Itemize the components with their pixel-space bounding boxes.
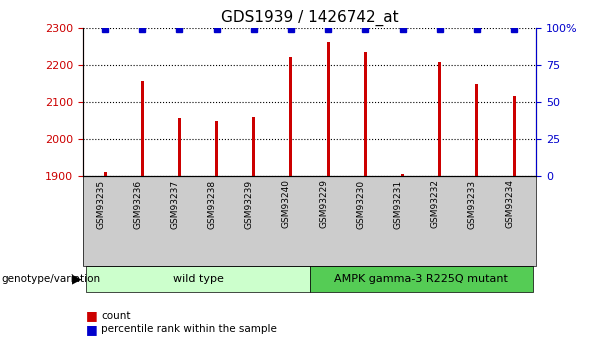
Text: GSM93237: GSM93237 <box>170 179 180 228</box>
Text: ■: ■ <box>86 309 97 322</box>
Title: GDS1939 / 1426742_at: GDS1939 / 1426742_at <box>221 10 398 26</box>
Text: GSM93231: GSM93231 <box>394 179 403 228</box>
Text: wild type: wild type <box>173 274 224 284</box>
Text: GSM93239: GSM93239 <box>245 179 254 228</box>
Bar <box>476 84 478 176</box>
Text: ▶: ▶ <box>72 272 82 285</box>
Text: GSM93234: GSM93234 <box>505 179 514 228</box>
Text: GSM93232: GSM93232 <box>431 179 440 228</box>
Bar <box>253 117 255 176</box>
Bar <box>178 118 181 176</box>
Text: GSM93236: GSM93236 <box>133 179 142 228</box>
Text: GSM93235: GSM93235 <box>96 179 105 228</box>
Bar <box>401 174 404 176</box>
Bar <box>438 62 441 176</box>
Text: percentile rank within the sample: percentile rank within the sample <box>101 325 277 334</box>
Bar <box>104 172 107 176</box>
Text: GSM93229: GSM93229 <box>319 179 328 228</box>
Bar <box>141 81 143 176</box>
Text: GSM93238: GSM93238 <box>208 179 216 228</box>
Bar <box>364 52 367 176</box>
Text: GSM93230: GSM93230 <box>356 179 365 228</box>
Bar <box>215 121 218 176</box>
Text: AMPK gamma-3 R225Q mutant: AMPK gamma-3 R225Q mutant <box>334 274 508 284</box>
Text: GSM93233: GSM93233 <box>468 179 477 228</box>
Text: ■: ■ <box>86 323 97 336</box>
Text: genotype/variation: genotype/variation <box>1 274 101 284</box>
Text: count: count <box>101 311 131 321</box>
Bar <box>327 42 330 176</box>
Text: GSM93240: GSM93240 <box>282 179 291 228</box>
Bar <box>512 96 516 176</box>
Bar <box>289 57 292 176</box>
